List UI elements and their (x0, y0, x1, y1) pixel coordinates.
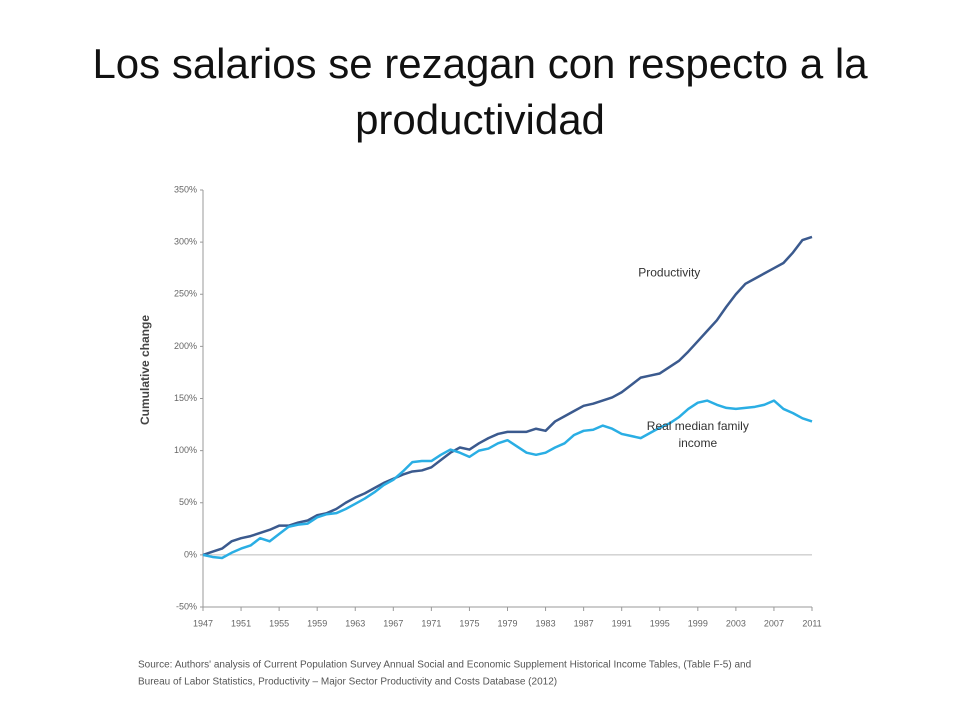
x-tick-label: 1959 (307, 618, 327, 628)
annotation: Real median family (647, 419, 749, 433)
x-tick-label: 2011 (802, 618, 821, 628)
y-tick-label: 300% (174, 237, 197, 247)
y-tick-label: 0% (184, 549, 197, 559)
y-tick-label: 350% (174, 184, 197, 194)
x-tick-label: 1987 (574, 618, 594, 628)
x-tick-label: 1963 (345, 618, 365, 628)
x-tick-label: 1967 (383, 618, 403, 628)
y-tick-label: 100% (174, 445, 197, 455)
annotation: Productivity (638, 266, 700, 280)
x-tick-label: 1951 (231, 618, 251, 628)
x-tick-label: 1975 (459, 618, 479, 628)
slide-title: Los salarios se rezagan con respecto a l… (92, 40, 868, 143)
x-tick-label: 1995 (650, 618, 670, 628)
y-tick-label: 150% (174, 393, 197, 403)
source-note: Source: Authors' analysis of Current Pop… (138, 660, 751, 671)
y-tick-label: 250% (174, 289, 197, 299)
x-tick-label: 1979 (497, 618, 517, 628)
y-tick-label: -50% (176, 601, 197, 611)
x-tick-label: 2007 (764, 618, 784, 628)
annotation: income (678, 436, 717, 450)
y-axis-label: Cumulative change (138, 315, 152, 425)
x-tick-label: 1971 (421, 618, 441, 628)
source-note: Bureau of Labor Statistics, Productivity… (138, 677, 557, 688)
line-series (202, 235, 813, 557)
y-tick-label: 50% (179, 497, 197, 507)
line-series (202, 399, 813, 560)
x-tick-label: 2003 (726, 618, 746, 628)
x-tick-label: 1955 (269, 618, 289, 628)
x-tick-label: 1947 (193, 618, 213, 628)
y-tick-label: 200% (174, 341, 197, 351)
x-tick-label: 1991 (612, 618, 632, 628)
x-tick-label: 1983 (536, 618, 556, 628)
x-tick-label: 1999 (688, 618, 708, 628)
